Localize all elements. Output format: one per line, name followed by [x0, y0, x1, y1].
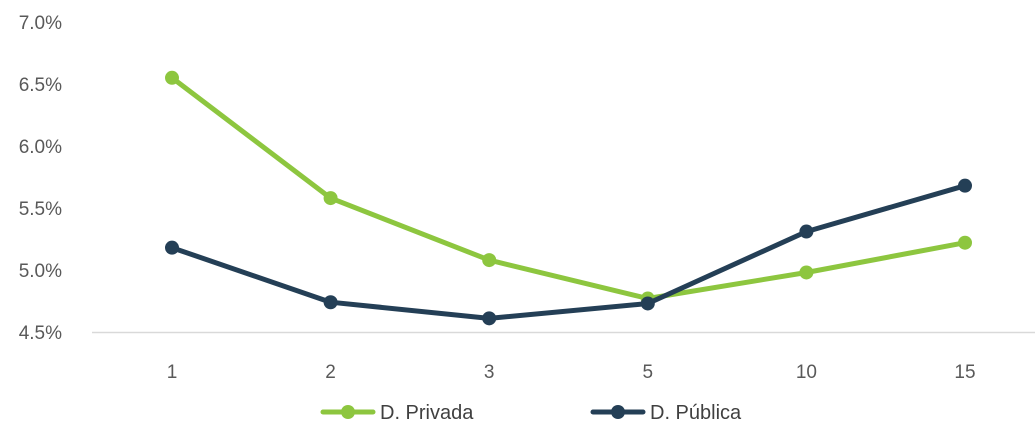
- data-point: [482, 253, 497, 268]
- x-tick-label: 10: [796, 362, 817, 383]
- data-point: [799, 224, 814, 239]
- series-2: [165, 178, 972, 326]
- x-tick-label: 1: [167, 362, 178, 383]
- y-tick-label: 5.5%: [19, 199, 62, 220]
- series-1: [165, 70, 972, 306]
- data-point: [640, 296, 655, 311]
- data-point: [165, 70, 179, 85]
- y-tick-label: 7.0%: [19, 13, 62, 34]
- data-point: [958, 235, 972, 250]
- y-tick-label: 6.5%: [19, 75, 62, 96]
- x-tick-label: 2: [325, 362, 336, 383]
- y-axis-tick-labels: 4.5% 5.0% 5.5% 6.0% 6.5% 7.0%: [19, 13, 62, 344]
- legend-label: D. Pública: [650, 402, 742, 424]
- legend-item: D. Pública: [590, 402, 742, 424]
- legend-item: D. Privada: [320, 402, 474, 424]
- y-tick-label: 5.0%: [19, 261, 62, 282]
- y-tick-label: 4.5%: [19, 323, 62, 344]
- data-point: [799, 265, 814, 280]
- series-layer: [165, 70, 972, 326]
- legend-label: D. Privada: [380, 402, 474, 424]
- data-point: [165, 240, 179, 255]
- data-point: [323, 191, 338, 206]
- legend-swatch-marker: [611, 405, 625, 419]
- legend: D. Privada D. Pública: [320, 402, 742, 424]
- y-tick-label: 6.0%: [19, 137, 62, 158]
- x-axis-tick-labels: 1 2 3 5 10 15: [167, 362, 976, 383]
- x-tick-label: 5: [643, 362, 654, 383]
- x-tick-label: 3: [484, 362, 495, 383]
- legend-swatch-marker: [341, 405, 355, 419]
- x-tick-label: 15: [954, 362, 975, 383]
- data-point: [958, 178, 972, 193]
- series-line: [169, 183, 968, 321]
- data-point: [482, 311, 497, 326]
- series-line: [169, 75, 968, 301]
- data-point: [323, 295, 338, 310]
